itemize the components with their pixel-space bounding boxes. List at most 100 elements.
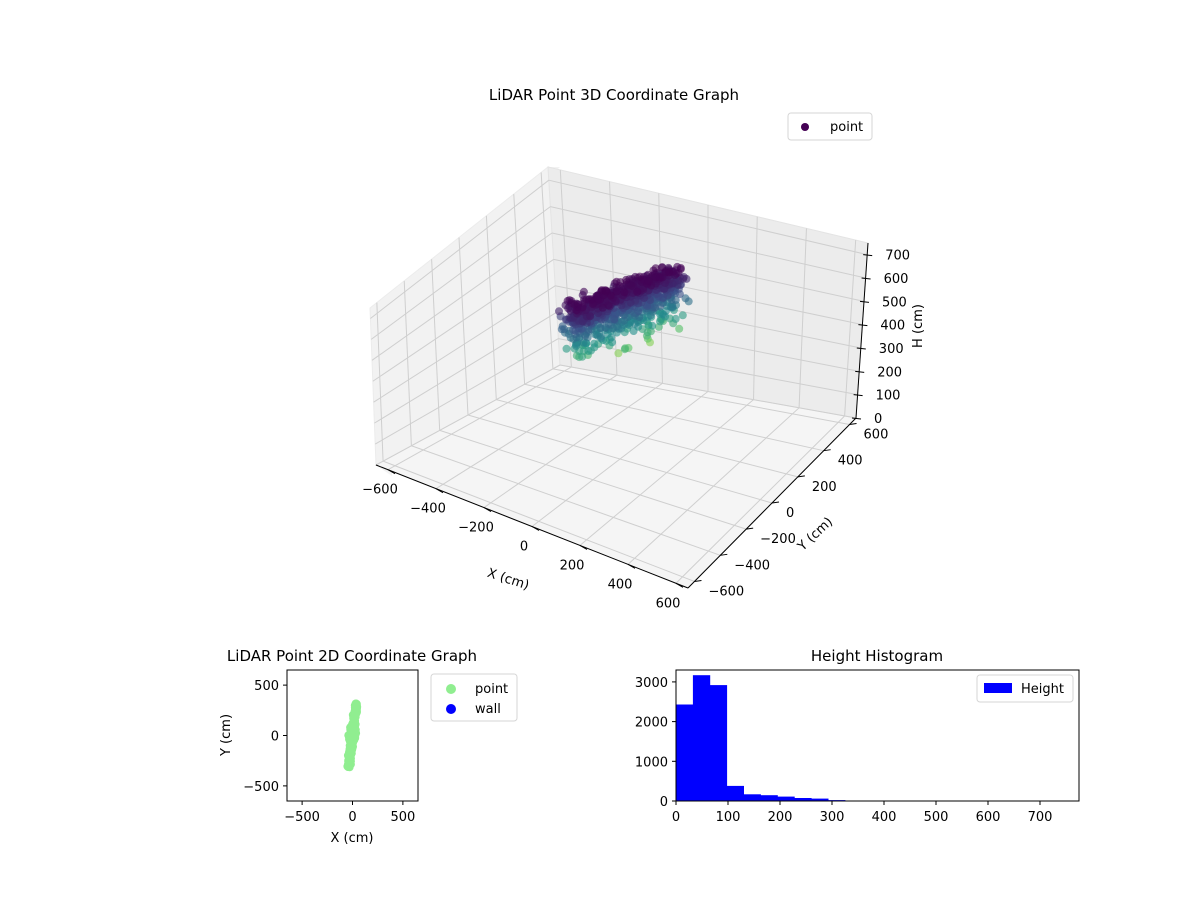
chart-histogram-axes-frame xyxy=(675,669,1080,802)
chart-3d-point-cloud xyxy=(555,262,693,362)
x3-tick-label-3: 0 xyxy=(520,540,528,555)
x3-tick-label-5: 400 xyxy=(608,577,633,592)
grid-z-left-0 xyxy=(375,364,561,466)
y3-tick-0 xyxy=(694,579,702,582)
x2-tick-label-0: −500 xyxy=(284,810,320,825)
point-3d xyxy=(590,339,599,348)
xh-tick-label-5: 500 xyxy=(924,810,949,825)
y3-tick-label-5: 400 xyxy=(838,454,863,469)
xh-tick-label-1: 100 xyxy=(716,810,741,825)
chart-3d-xlabel: X (cm) xyxy=(485,566,531,594)
point-3d xyxy=(602,287,610,296)
chart-3d-legend-frame xyxy=(787,112,873,141)
grid-y-left-0 xyxy=(376,302,384,462)
histogram-bar xyxy=(692,675,711,801)
grid-y-left-5 xyxy=(513,194,526,385)
chart-3d-legend: point xyxy=(787,112,873,141)
grid-y-floor-1 xyxy=(411,445,721,556)
chart-histogram-legend-label: Height xyxy=(1021,682,1064,697)
grid-z-back-0 xyxy=(559,364,857,419)
point-3d xyxy=(635,272,644,281)
histogram-bar xyxy=(794,798,812,801)
point-3d xyxy=(596,332,605,341)
grid-y-left-6 xyxy=(540,172,554,369)
z3-tick-label-4: 400 xyxy=(880,319,905,334)
point-3d xyxy=(681,294,690,303)
chart-2d-legend-marker-point xyxy=(446,684,456,694)
chart-histogram-legend-swatch xyxy=(984,683,1012,693)
z3-axis-line xyxy=(855,242,869,419)
y3-tick-label-1: −400 xyxy=(734,558,770,573)
y3-tick-label-2: −200 xyxy=(760,532,796,547)
chart-2d-ylabel: Y (cm) xyxy=(219,714,234,757)
z3-tick-2 xyxy=(855,370,865,373)
y3-tick-label-0: −600 xyxy=(708,584,744,599)
xh-tick-label-7: 700 xyxy=(1028,810,1053,825)
grid-z-back-5 xyxy=(551,232,865,302)
z3-tick-5 xyxy=(859,300,870,303)
histogram-bar xyxy=(709,685,728,801)
chart-2d: LiDAR Point 2D Coordinate Graph −500 0 500… xyxy=(219,647,518,846)
z3-tick-label-7: 700 xyxy=(885,249,910,264)
point-3d xyxy=(648,321,657,330)
histogram-bar xyxy=(743,794,761,801)
histogram-bar xyxy=(726,785,744,801)
chart-3d-ylabel: Y (cm) xyxy=(794,515,836,555)
x3-tick-label-2: −200 xyxy=(458,521,494,536)
point-2d xyxy=(350,721,359,730)
z3-tick-7 xyxy=(863,254,873,257)
y3-tick-label-3: 0 xyxy=(786,506,794,521)
x3-tick-label-6: 600 xyxy=(656,596,681,611)
point-2d xyxy=(344,760,352,769)
point-3d xyxy=(622,275,631,284)
chart-2d-title: LiDAR Point 2D Coordinate Graph xyxy=(227,647,477,665)
chart-3d-zlabel: H (cm) xyxy=(911,304,926,348)
grid-z-back-6 xyxy=(550,206,866,279)
point-3d xyxy=(612,287,621,296)
yh-tick-label-1: 1000 xyxy=(635,755,668,770)
y2-tick-label-0: −500 xyxy=(243,780,279,795)
point-3d xyxy=(651,264,660,273)
grid-z-back-4 xyxy=(553,258,863,326)
point-3d xyxy=(620,288,629,297)
chart-2d-legend-label-point: point xyxy=(475,682,508,697)
point-3d xyxy=(675,324,684,333)
point-3d xyxy=(655,273,664,282)
chart-histogram-legend: Height xyxy=(976,674,1074,703)
point-3d xyxy=(586,312,595,321)
grid-y-floor-0 xyxy=(382,460,695,582)
xh-tick-label-3: 300 xyxy=(820,810,845,825)
point-3d xyxy=(607,333,616,342)
grid-z-left-1 xyxy=(374,338,559,445)
grid-z-left-4 xyxy=(372,258,554,382)
x3-tick-label-1: −400 xyxy=(410,502,446,517)
chart-histogram: Height Histogram 0 100 200 300 400 500 600 7000… xyxy=(635,647,1080,825)
grid-z-back-7 xyxy=(548,179,868,256)
point-3d xyxy=(614,349,623,358)
yh-tick-label-2: 2000 xyxy=(635,716,668,731)
point-3d xyxy=(665,268,674,277)
y3-axis-line xyxy=(687,417,857,589)
histogram-bar xyxy=(676,704,694,801)
y2-tick-label-1: 0 xyxy=(271,730,279,745)
y3-tick-5 xyxy=(823,449,831,452)
point-3d xyxy=(668,302,677,311)
point-3d xyxy=(620,345,629,354)
point-3d xyxy=(587,295,596,304)
point-3d xyxy=(570,300,579,309)
x3-axis-line xyxy=(375,464,689,589)
grid-z-left-3 xyxy=(373,285,556,403)
x3-tick-label-0: −600 xyxy=(362,483,398,498)
grid-y-floor-4 xyxy=(496,399,798,478)
point-3d xyxy=(657,263,666,272)
y2-tick-label-2: 500 xyxy=(254,679,279,694)
xh-tick-label-4: 400 xyxy=(872,810,897,825)
point-3d xyxy=(579,287,588,296)
grid-x-back-6 xyxy=(844,240,857,416)
point-3d xyxy=(678,311,687,320)
yh-tick-label-3: 3000 xyxy=(635,676,668,691)
point-2d xyxy=(351,700,360,709)
z3-tick-label-6: 600 xyxy=(884,272,909,287)
z3-tick-6 xyxy=(861,277,871,280)
